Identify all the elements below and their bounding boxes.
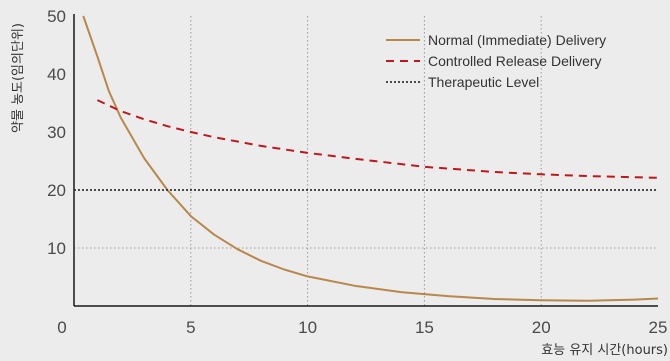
grid <box>74 16 658 306</box>
legend-label: Normal (Immediate) Delivery <box>428 32 606 48</box>
y-tick-label: 50 <box>47 7 66 26</box>
y-axis-title: 약물 농도(임의단위) <box>11 23 26 133</box>
x-tick-label: 15 <box>415 318 434 337</box>
x-axis-title: 효능 유지 시간(hours) <box>541 343 668 358</box>
y-tick-label: 30 <box>47 123 66 142</box>
tick-labels: 0 5 10 15 20 25 10 20 30 40 50 <box>47 7 667 337</box>
x-tick-label: 5 <box>186 318 195 337</box>
y-tick-label: 10 <box>47 239 66 258</box>
axes <box>73 14 658 307</box>
series <box>74 15 659 302</box>
y-tick-label: 40 <box>47 65 66 84</box>
series-line-controlled-release-delivery <box>96 99 659 179</box>
legend: Normal (Immediate) Delivery Controlled Re… <box>386 32 606 90</box>
x-tick-label: 25 <box>649 318 668 337</box>
y-tick-label: 20 <box>47 181 66 200</box>
x-tick-label: 0 <box>57 318 66 337</box>
x-tick-label: 10 <box>298 318 317 337</box>
x-tick-label: 20 <box>532 318 551 337</box>
legend-label: Controlled Release Delivery <box>428 53 602 69</box>
legend-label: Therapeutic Level <box>428 74 539 90</box>
series-line-normal-immediate-delivery <box>82 15 659 302</box>
